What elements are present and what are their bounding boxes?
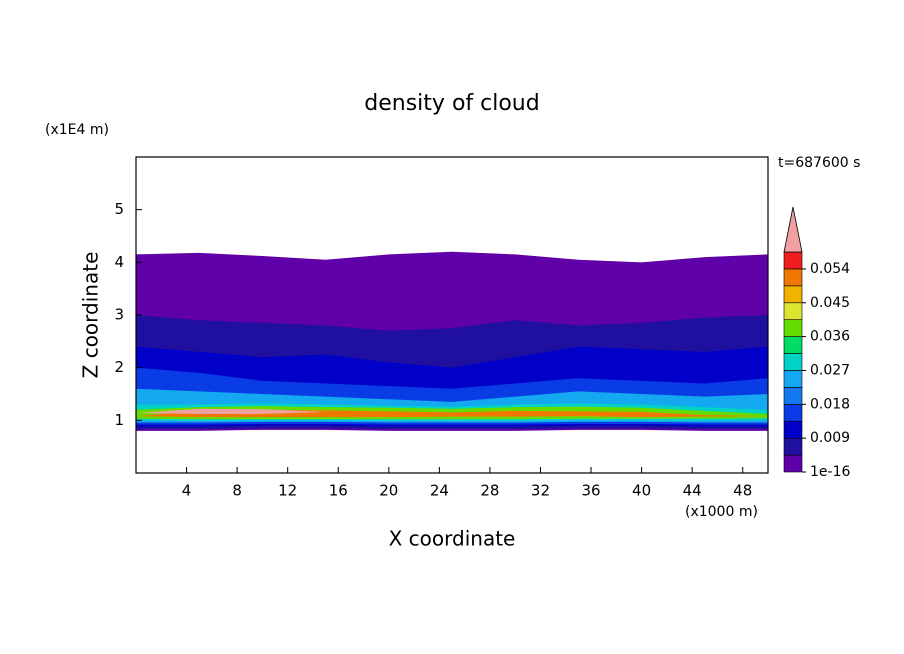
colorbar-segment [783, 404, 803, 422]
x-tick-label: 28 [480, 482, 499, 500]
colorbar-segment [783, 302, 803, 320]
colorbar-label: 0.054 [810, 261, 850, 277]
time-label: t=687600 s [778, 155, 860, 171]
colorbar-label: 0.018 [810, 396, 850, 412]
colorbar-segment [783, 285, 803, 304]
x-tick-label: 36 [581, 482, 600, 500]
y-tick-label: 4 [114, 253, 124, 271]
colorbar-label: 1e-16 [810, 464, 850, 480]
y-unit: (x1E4 m) [45, 122, 109, 138]
contour-region [136, 408, 768, 415]
colorbar-segment [783, 420, 803, 439]
y-tick-label: 3 [114, 306, 124, 324]
colorbar-segment [783, 319, 803, 337]
colorbar-segment [783, 251, 803, 270]
colorbar-label: 0.027 [810, 362, 850, 378]
colorbar-segment [783, 268, 803, 287]
colorbar-segment [783, 437, 803, 456]
y-tick-label: 1 [114, 411, 124, 429]
colorbar-segment [783, 454, 803, 473]
colorbar-segment [783, 353, 803, 371]
chart-title: density of cloud [364, 91, 539, 116]
x-tick-label: 32 [531, 482, 550, 500]
colorbar-segment [783, 387, 803, 405]
x-tick-label: 4 [182, 482, 192, 500]
y-tick-label: 2 [114, 358, 124, 376]
x-tick-label: 48 [733, 482, 752, 500]
colorbar-segment [783, 336, 803, 354]
colorbar-segment [783, 370, 803, 388]
x-tick-label: 44 [683, 482, 702, 500]
x-tick-label: 16 [329, 482, 348, 500]
x-tick-label: 24 [430, 482, 449, 500]
y-tick-label: 5 [114, 200, 124, 218]
colorbar-label: 0.036 [810, 329, 850, 345]
colorbar-extension [783, 206, 803, 253]
x-axis-label: X coordinate [389, 527, 516, 551]
colorbar-label: 0.045 [810, 295, 850, 311]
x-tick-label: 40 [632, 482, 651, 500]
x-tick-label: 12 [278, 482, 297, 500]
x-tick-label: 8 [232, 482, 242, 500]
x-unit: (x1000 m) [685, 504, 758, 520]
colorbar-label: 0.009 [810, 430, 850, 446]
y-axis-label: Z coordinate [79, 252, 103, 379]
x-tick-label: 20 [379, 482, 398, 500]
